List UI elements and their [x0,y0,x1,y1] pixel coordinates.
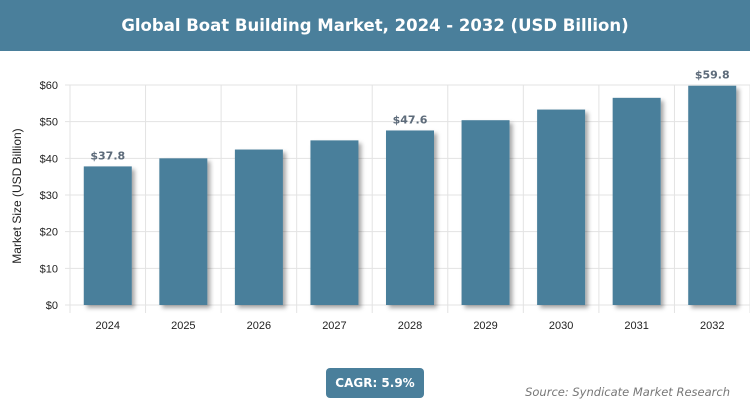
x-tick-label: 2030 [549,320,573,332]
bar-2031 [612,97,661,305]
chart-title: Global Boat Building Market, 2024 - 2032… [0,0,750,51]
bar-2024 [83,166,132,305]
data-label: $47.6 [393,113,428,126]
bar-2032 [688,85,737,305]
y-tick-label: $40 [40,153,58,165]
cagr-badge: CAGR: 5.9% [326,368,424,398]
bar-2028 [386,130,434,305]
bar-2025 [159,158,208,305]
bar-2029 [461,120,510,305]
bar-2026 [234,149,283,305]
x-tick-label: 2025 [171,320,195,332]
y-tick-label: $10 [40,263,58,275]
x-tick-label: 2027 [322,320,346,332]
x-tick-label: 2028 [398,320,422,332]
y-tick-label: $0 [46,300,58,312]
data-label: $59.8 [695,69,730,82]
bar-2030 [537,109,586,305]
bar-chart: $0 $10 $20 $30 $40 $50 $60 2024 $37.8 2025 2026 202… [10,69,750,332]
x-tick-label: 2031 [624,320,648,332]
x-tick-label: 2026 [247,320,271,332]
y-tick-label: $60 [40,80,58,92]
y-axis-label: Market Size (USD Billion) [10,128,24,263]
x-tick-label: 2029 [473,320,497,332]
y-tick-label: $50 [40,117,58,129]
x-tick-label: 2032 [700,320,724,332]
bar-2027 [310,140,359,305]
y-tick-label: $30 [40,190,58,202]
data-label: $37.8 [90,149,125,162]
y-tick-label: $20 [40,227,58,239]
source-note: Source: Syndicate Market Research [525,385,730,399]
x-tick-label: 2024 [96,320,120,332]
